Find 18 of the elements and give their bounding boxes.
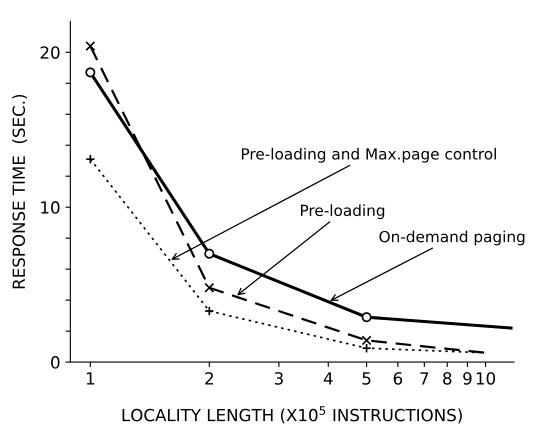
x-tick-label: 7 (420, 372, 428, 384)
y-axis-title: RESPONSE TIME (SEC.) (12, 94, 28, 288)
x-tick-label: 1 (86, 372, 94, 384)
x-tick-label: 2 (205, 372, 213, 384)
x-tick-label: 6 (394, 372, 402, 385)
x-tick-label: 10 (476, 372, 496, 385)
x-tick-label: 9 (463, 372, 472, 385)
annotation: Pre-loading and Max.page control (242, 148, 496, 163)
x-tick-label: 8 (443, 372, 452, 385)
y-tick-label: 20 (40, 46, 60, 59)
y-tick-label: 10 (41, 201, 60, 214)
x-tick-label: 4 (324, 372, 333, 384)
y-tick-label: 0 (51, 356, 60, 369)
x-tick-label: 3 (274, 372, 283, 385)
x-axis-title: LOCALITY LENGTH (X10$^{5}$ INSTRUCTIONS) (122, 406, 462, 424)
x-tick-label: 5 (362, 372, 370, 385)
annotation: On-demand paging (379, 230, 524, 246)
annotation: Pre-loading (300, 204, 384, 220)
